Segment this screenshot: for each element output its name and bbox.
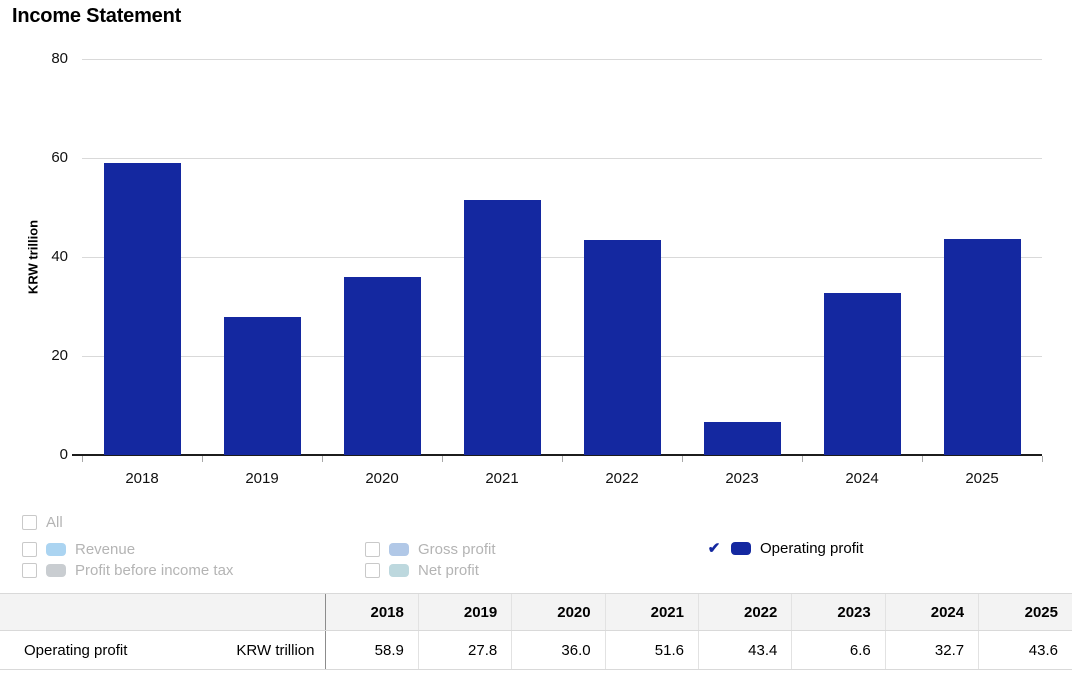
x-axis-tick-mark — [201, 456, 203, 462]
x-axis-tick-mark — [561, 456, 563, 462]
table-value-cell: 58.9 — [324, 630, 419, 670]
operating-profit-swatch — [731, 542, 751, 555]
x-axis-tick-label: 2018 — [125, 470, 159, 487]
bar-2019 — [223, 317, 301, 455]
x-axis-tick-label: 2024 — [845, 470, 879, 487]
gridline — [82, 58, 1042, 60]
table-year-header: 2023 — [791, 593, 886, 631]
legend-item-gross-profit[interactable]: Gross profit — [365, 541, 496, 558]
legend-item-revenue[interactable]: Revenue — [22, 541, 135, 558]
gridline — [82, 355, 1042, 357]
gridline — [82, 157, 1042, 159]
table-value-cell: 6.6 — [791, 630, 886, 670]
x-axis-tick-mark — [81, 456, 83, 462]
data-table: 2018 2019 2020 2021 2022 2023 2024 2025 Operati… — [0, 593, 1072, 670]
table-year-header: 2025 — [978, 593, 1072, 631]
x-axis-tick-mark — [921, 456, 923, 462]
bar-2024 — [823, 293, 901, 455]
x-axis-tick-mark — [1041, 456, 1043, 462]
profit-before-income-tax-swatch — [46, 564, 66, 577]
legend-label: Profit before income tax — [75, 562, 234, 579]
table-value-cell: 51.6 — [604, 630, 699, 670]
checkbox-profit-before-income-tax[interactable] — [22, 563, 37, 578]
net-profit-swatch — [389, 564, 409, 577]
legend-item-all[interactable]: All — [22, 514, 63, 531]
x-axis-tick-label: 2023 — [725, 470, 759, 487]
bar-2025 — [943, 239, 1021, 455]
checkbox-all[interactable] — [22, 515, 37, 530]
legend-label: Revenue — [75, 541, 136, 558]
y-axis-tick-label: 20 — [51, 347, 68, 364]
table-value-cell: 36.0 — [511, 630, 606, 670]
gridline — [82, 256, 1042, 258]
table-value-cell: 27.8 — [417, 630, 512, 670]
x-axis-tick-mark — [801, 456, 803, 462]
table-year-header: 2018 — [324, 593, 419, 631]
x-axis-tick-label: 2020 — [365, 470, 399, 487]
x-axis-line — [72, 454, 1042, 456]
legend-item-operating-profit[interactable]: ✔ Operating profit — [706, 539, 864, 557]
legend-label: All — [46, 514, 63, 531]
table-value-cell: 43.6 — [978, 630, 1072, 670]
checkbox-net-profit[interactable] — [365, 563, 380, 578]
plot-area: 0 20 40 60 80 2018 2019 2020 2021 2022 2023 2024 202… — [51, 50, 1043, 487]
table-year-header: 2019 — [417, 593, 512, 631]
x-axis-tick-mark — [441, 456, 443, 462]
table-year-header: 2021 — [604, 593, 699, 631]
bar-2021 — [463, 199, 541, 455]
legend-label: Net profit — [418, 562, 479, 579]
y-axis-tick-label: 80 — [51, 50, 68, 67]
checkbox-gross-profit[interactable] — [365, 542, 380, 557]
bar-2020 — [343, 276, 421, 455]
x-axis-tick-mark — [321, 456, 323, 462]
table-year-header: 2020 — [511, 593, 606, 631]
y-axis-tick-label: 0 — [59, 446, 68, 463]
page-title: Income Statement — [12, 5, 182, 27]
legend-label: Operating profit — [760, 540, 864, 557]
revenue-swatch — [46, 543, 66, 556]
bar-2023 — [703, 422, 781, 455]
x-axis-tick-label: 2021 — [485, 470, 519, 487]
legend-label: Gross profit — [418, 541, 496, 558]
table-unit-cell: KRW trillion — [210, 630, 325, 670]
bar-2018 — [103, 163, 181, 455]
y-axis-tick-label: 60 — [51, 149, 68, 166]
gross-profit-swatch — [389, 543, 409, 556]
legend-item-profit-before-income-tax[interactable]: Profit before income tax — [22, 562, 233, 579]
table-year-header: 2024 — [884, 593, 979, 631]
table-year-header: 2022 — [697, 593, 792, 631]
y-axis-tick-label: 40 — [51, 248, 68, 265]
legend-item-net-profit[interactable]: Net profit — [365, 562, 479, 579]
x-axis-tick-mark — [681, 456, 683, 462]
table-value-cell: 43.4 — [697, 630, 792, 670]
checkbox-revenue[interactable] — [22, 542, 37, 557]
table-row-label: Operating profit — [0, 630, 210, 670]
x-axis-tick-label: 2022 — [605, 470, 639, 487]
x-axis-tick-label: 2019 — [245, 470, 279, 487]
table-data-row: Operating profit KRW trillion 58.9 27.8 36… — [0, 630, 1072, 670]
table-header-row: 2018 2019 2020 2021 2022 2023 2024 2025 — [0, 593, 1072, 631]
checkmark-icon[interactable]: ✔ — [707, 539, 721, 557]
bar-2022 — [583, 240, 661, 455]
table-header-spacer — [0, 593, 325, 631]
x-axis-tick-label: 2025 — [965, 470, 999, 487]
table-value-cell: 32.7 — [884, 630, 979, 670]
